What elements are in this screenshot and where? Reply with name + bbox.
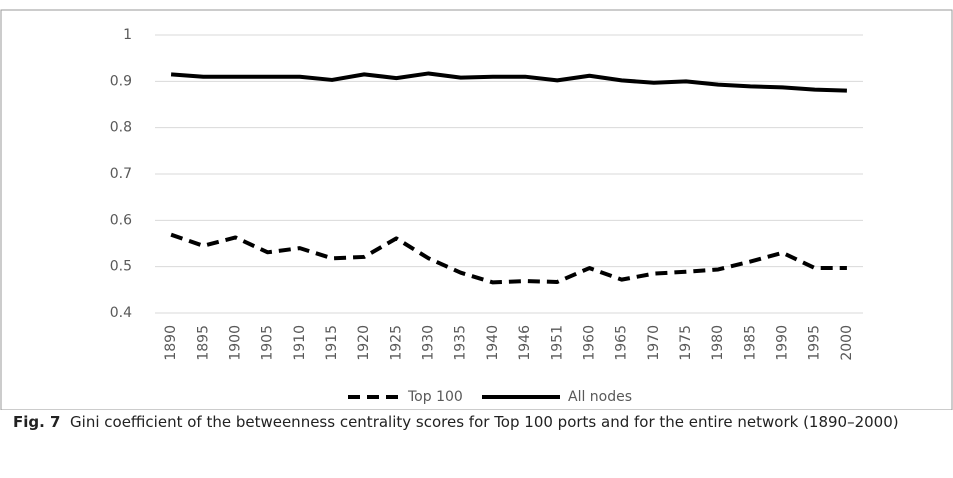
x-tick-label: 1890 — [163, 325, 179, 361]
y-tick-label: 1 — [123, 27, 132, 43]
x-tick-label: 1900 — [227, 325, 243, 361]
x-tick-label: 1960 — [581, 325, 597, 361]
x-tick-label: 1951 — [549, 325, 565, 361]
x-tick-label: 1975 — [678, 325, 694, 361]
y-tick-label: 0.6 — [110, 212, 132, 228]
y-tick-label: 0.4 — [110, 305, 132, 321]
x-tick-label: 1895 — [195, 325, 211, 361]
x-tick-label: 1985 — [742, 325, 758, 361]
x-tick-label: 1980 — [710, 325, 726, 361]
x-tick-label: 1930 — [421, 325, 437, 361]
x-tick-label: 1970 — [646, 325, 662, 361]
series-line — [170, 71, 847, 93]
y-tick-label: 0.5 — [110, 259, 132, 275]
x-tick-label: 1965 — [614, 325, 630, 361]
x-tick-label: 1946 — [517, 325, 533, 361]
legend-label: Top 100 — [407, 389, 463, 405]
x-tick-label: 1910 — [292, 325, 308, 361]
chart-frame — [0, 9, 953, 410]
x-tick-label: 1995 — [807, 325, 823, 361]
x-tick-label: 1940 — [485, 325, 501, 361]
x-tick-label: 1925 — [388, 325, 404, 361]
chart: 0.4 0.5 0.6 0.7 0.8 0.9 1 1890 1895 1900 1905 1910 1… — [0, 9, 953, 410]
y-tick-label: 0.9 — [110, 73, 132, 89]
x-tick-label: 1905 — [260, 325, 276, 361]
caption-text: Gini coefficient of the betweenness cent… — [70, 413, 899, 431]
x-tick-label: 2000 — [839, 325, 855, 361]
x-tick-label: 1915 — [324, 325, 340, 361]
caption: Fig. 7 Gini coefficient of the betweenne… — [13, 411, 913, 434]
x-tick-label: 1990 — [775, 325, 791, 361]
y-tick-label: 0.8 — [110, 120, 132, 136]
y-tick-label: 0.7 — [110, 166, 132, 182]
legend-label: All nodes — [568, 389, 632, 405]
series-line — [170, 232, 847, 285]
x-tick-label: 1920 — [356, 325, 372, 361]
x-tick-label: 1935 — [453, 325, 469, 361]
caption-label: Fig. 7 — [13, 413, 61, 431]
